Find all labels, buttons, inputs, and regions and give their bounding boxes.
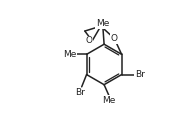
Text: O: O bbox=[86, 36, 93, 45]
Text: Me: Me bbox=[96, 19, 110, 28]
Text: O: O bbox=[111, 34, 118, 43]
Text: Br: Br bbox=[76, 88, 85, 97]
Text: Me: Me bbox=[63, 50, 76, 59]
Text: Me: Me bbox=[102, 96, 116, 105]
Text: Br: Br bbox=[135, 70, 145, 79]
